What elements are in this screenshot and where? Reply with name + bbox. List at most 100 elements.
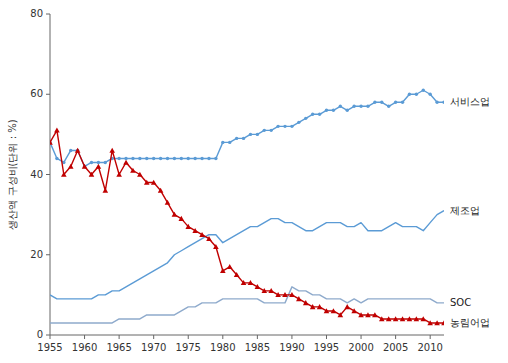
series-marker — [386, 316, 392, 321]
series-marker — [420, 316, 426, 321]
x-tick — [430, 335, 431, 339]
series-marker — [401, 101, 404, 104]
series-marker — [346, 109, 349, 112]
series-marker — [276, 125, 279, 128]
series-marker — [408, 93, 411, 96]
y-tick-label: 40 — [30, 169, 43, 180]
series-marker — [130, 168, 136, 173]
y-tick-label: 20 — [30, 249, 43, 260]
series-marker — [407, 316, 413, 321]
x-tick-label: 2000 — [348, 342, 373, 353]
y-tick-label: 60 — [30, 88, 43, 99]
axes: 0204060801955196019651970197519801985199… — [30, 8, 444, 353]
y-tick-label: 80 — [30, 8, 43, 19]
series-labels: SOC제조업서비스업농림어업 — [450, 96, 490, 328]
series-marker — [68, 164, 74, 169]
series-marker — [275, 292, 281, 297]
x-tick-label: 1995 — [314, 342, 339, 353]
series-marker — [290, 125, 293, 128]
series-line — [50, 90, 444, 166]
series-label: 서비스업 — [450, 96, 490, 107]
series-marker — [415, 93, 418, 96]
series-marker — [104, 161, 107, 164]
series-marker — [428, 93, 431, 96]
series-marker — [123, 160, 129, 165]
series-marker — [199, 232, 205, 237]
x-tick — [326, 335, 327, 339]
series-marker — [138, 157, 141, 160]
series-marker — [96, 164, 102, 169]
series-marker — [373, 101, 376, 104]
y-tick — [46, 254, 50, 255]
x-tick — [84, 335, 85, 339]
series-marker — [325, 109, 328, 112]
series-marker — [234, 272, 240, 277]
x-tick-label: 2005 — [383, 342, 408, 353]
x-tick — [188, 335, 189, 339]
series-marker — [227, 264, 233, 269]
series-marker — [255, 284, 261, 289]
series-marker — [173, 157, 176, 160]
x-tick-label: 1975 — [176, 342, 201, 353]
series-marker — [90, 161, 93, 164]
series-marker — [269, 129, 272, 132]
series-marker — [338, 312, 344, 317]
series-marker — [366, 105, 369, 108]
series-marker — [379, 316, 385, 321]
series-marker — [242, 137, 245, 140]
y-tick — [46, 174, 50, 175]
series-marker — [317, 304, 323, 309]
x-tick-label: 1990 — [279, 342, 304, 353]
series-marker — [427, 320, 433, 325]
series-marker — [207, 157, 210, 160]
y-tick-label: 0 — [37, 329, 43, 340]
series-marker — [193, 157, 196, 160]
series-marker — [89, 172, 95, 177]
x-tick-label: 1960 — [72, 342, 97, 353]
series-marker — [166, 157, 169, 160]
series-marker — [69, 149, 72, 152]
series-marker — [339, 105, 342, 108]
x-tick — [119, 335, 120, 339]
series-marker — [344, 304, 350, 309]
series-marker — [97, 161, 100, 164]
series-marker — [214, 157, 217, 160]
series-marker — [297, 121, 300, 124]
series-marker — [304, 117, 307, 120]
series-marker — [434, 320, 440, 325]
series-marker — [359, 105, 362, 108]
series-marker — [248, 280, 254, 285]
series-marker — [365, 312, 371, 317]
y-axis-line — [50, 14, 51, 335]
x-tick-label: 1985 — [245, 342, 270, 353]
y-tick — [46, 14, 50, 15]
series-marker — [145, 157, 148, 160]
series-marker — [249, 133, 252, 136]
x-tick — [291, 335, 292, 339]
series-marker — [158, 188, 164, 193]
series-marker — [50, 140, 53, 145]
x-tick-label: 1970 — [141, 342, 166, 353]
series-line — [50, 130, 444, 323]
series-marker — [283, 125, 286, 128]
series-marker — [206, 236, 212, 241]
series-marker — [394, 101, 397, 104]
series-marker — [303, 300, 309, 305]
series-marker — [75, 148, 81, 153]
series-marker — [332, 109, 335, 112]
series-marker — [296, 296, 302, 301]
series-marker — [159, 157, 162, 160]
series — [50, 89, 444, 169]
series-marker — [268, 288, 274, 293]
series-marker — [55, 157, 58, 160]
y-axis-label: 생산액 구성비(단위 : %) — [7, 119, 18, 229]
x-tick — [361, 335, 362, 339]
series-marker — [311, 113, 314, 116]
series-marker — [220, 268, 226, 273]
series-marker — [387, 105, 390, 108]
series-marker — [442, 101, 444, 104]
series-marker — [261, 288, 267, 293]
series-marker — [117, 157, 120, 160]
series-marker — [256, 133, 259, 136]
y-tick — [46, 335, 50, 336]
